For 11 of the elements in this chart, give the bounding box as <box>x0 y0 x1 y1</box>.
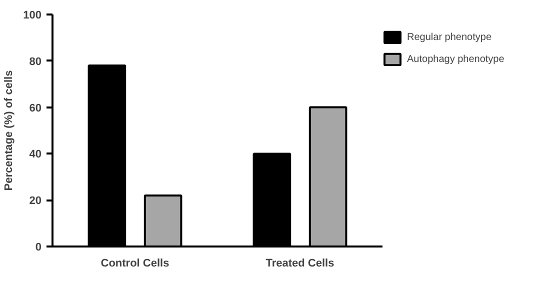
y-tick-label: 60 <box>29 102 42 114</box>
legend-label: Regular phenotype <box>407 32 492 42</box>
y-axis-title: Percentage (%) of cells <box>3 70 16 191</box>
y-tick-label: 0 <box>35 242 42 254</box>
y-tick-label: 100 <box>23 10 42 22</box>
y-tick-label: 80 <box>29 56 42 68</box>
y-tick-label: 40 <box>29 148 42 161</box>
y-tick-label: 20 <box>29 195 42 208</box>
x-tick-label: Control Cells <box>100 258 170 270</box>
x-tick-label: Treated Cells <box>266 258 334 270</box>
legend-label: Autophagy phenotype <box>407 54 504 64</box>
